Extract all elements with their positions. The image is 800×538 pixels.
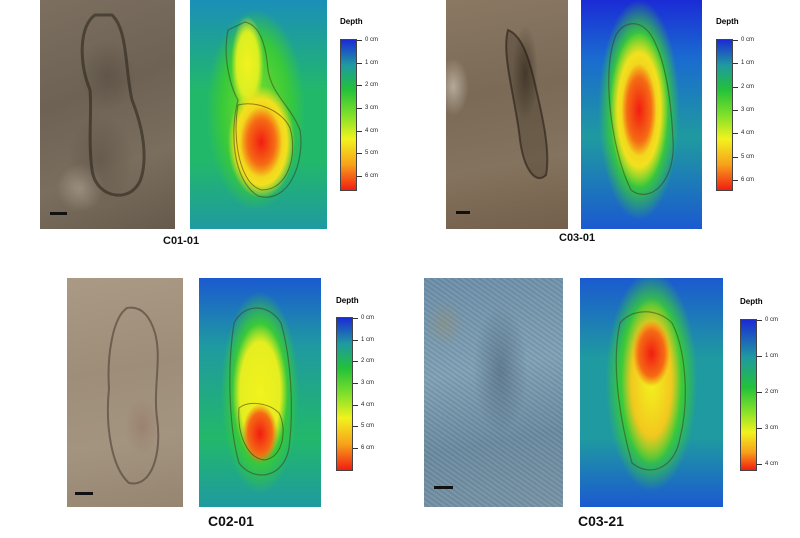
legend-tick-label: 1 cm (765, 353, 779, 359)
scale-bar (456, 211, 470, 214)
panel-label-c01-01: C01-01 (163, 235, 200, 247)
depth-legend-c03-21: Depth 0 cm 1 cm 2 cm 3 cm 4 cm (740, 297, 790, 477)
legend-tick-label: 2 cm (361, 358, 375, 365)
depth-legend-c02-01: Depth 0 cm 1 cm 2 cm 3 cm 4 cm 5 cm 6 cm (336, 296, 386, 476)
legend-tick-label: 4 cm (365, 127, 379, 134)
legend-tick (353, 383, 358, 384)
legend-color-bar (716, 39, 733, 191)
legend-tick (357, 40, 362, 41)
legend-tick (733, 180, 738, 181)
legend-tick-label: 0 cm (765, 317, 779, 323)
legend-tick-label: 3 cm (361, 380, 375, 386)
legend-tick (757, 464, 762, 465)
legend-tick (757, 320, 762, 321)
footprint-photo-c03-01 (446, 0, 568, 229)
legend-tick (357, 153, 362, 155)
footprint-photo-c01-01 (40, 0, 175, 229)
legend-tick-label: 3 cm (765, 425, 779, 431)
depth-map-c02-01 (199, 278, 321, 507)
panel-label-c03-21: C03-21 (578, 513, 624, 529)
depth-map-c01-01 (190, 0, 327, 229)
legend-tick-label: 2 cm (365, 82, 379, 89)
legend-tick (733, 63, 738, 65)
legend-title: Depth (336, 296, 359, 305)
panel-label-c03-01: C03-01 (559, 232, 596, 244)
legend-tick-label: 3 cm (365, 105, 379, 111)
legend-tick (357, 130, 362, 132)
legend-title: Depth (340, 17, 363, 26)
legend-tick (733, 133, 738, 135)
depth-contours (229, 307, 292, 476)
legend-tick (733, 40, 738, 41)
legend-tick (733, 86, 738, 88)
legend-tick (733, 156, 738, 158)
depth-map-c03-21 (580, 278, 723, 507)
legend-tick-label: 4 cm (741, 130, 755, 137)
legend-tick-label: 5 cm (361, 423, 375, 430)
legend-tick-label: 1 cm (365, 59, 379, 66)
legend-tick-label: 1 cm (361, 336, 375, 343)
scale-bar (50, 212, 67, 215)
legend-tick (353, 448, 358, 449)
legend-tick (757, 392, 762, 393)
scale-bar (75, 492, 93, 495)
legend-tick-label: 2 cm (741, 83, 755, 90)
legend-tick (353, 339, 358, 341)
legend-tick (353, 361, 358, 363)
legend-tick-label: 4 cm (361, 401, 375, 408)
legend-tick (357, 176, 362, 177)
legend-tick-label: 5 cm (741, 153, 755, 160)
legend-tick-label: 6 cm (741, 177, 755, 183)
legend-tick (353, 404, 358, 406)
depth-legend-c01-01: Depth 0 cm 1 cm 2 cm 3 cm 4 cm 5 cm 6 cm (340, 17, 390, 197)
legend-title: Depth (740, 297, 763, 306)
legend-color-bar (740, 319, 757, 471)
footprint-outline (106, 306, 160, 485)
legend-tick-label: 3 cm (741, 107, 755, 113)
legend-color-bar (336, 317, 353, 471)
depth-contours (608, 23, 674, 195)
legend-tick-label: 2 cm (765, 389, 779, 395)
legend-tick (357, 85, 362, 87)
depth-legend-c03-01: Depth 0 cm 1 cm 2 cm 3 cm 4 cm 5 cm 6 cm (716, 17, 766, 197)
legend-tick-label: 4 cm (765, 461, 779, 467)
footprint-photo-c02-01 (67, 278, 183, 507)
legend-tick-label: 6 cm (365, 173, 379, 179)
panel-label-c02-01: C02-01 (208, 513, 254, 529)
legend-tick-label: 0 cm (361, 315, 375, 321)
legend-tick-label: 5 cm (365, 150, 379, 157)
legend-tick-label: 6 cm (361, 445, 375, 451)
legend-tick (353, 318, 358, 319)
scale-bar (434, 486, 453, 489)
legend-tick (733, 110, 738, 111)
legend-tick-label: 0 cm (365, 37, 379, 43)
legend-tick (757, 356, 762, 357)
legend-tick (757, 428, 762, 429)
footprint-outline (505, 28, 549, 179)
depth-contours (225, 21, 302, 198)
legend-tick-label: 1 cm (741, 60, 755, 67)
footprint-outline (80, 13, 146, 197)
legend-tick (357, 62, 362, 64)
footprint-photo-c03-21 (424, 278, 563, 507)
legend-tick-label: 0 cm (741, 37, 755, 43)
legend-tick (353, 426, 358, 428)
legend-tick (357, 108, 362, 109)
legend-color-bar (340, 39, 357, 191)
legend-title: Depth (716, 17, 739, 26)
depth-map-c03-01 (581, 0, 702, 229)
depth-contours (615, 311, 686, 471)
